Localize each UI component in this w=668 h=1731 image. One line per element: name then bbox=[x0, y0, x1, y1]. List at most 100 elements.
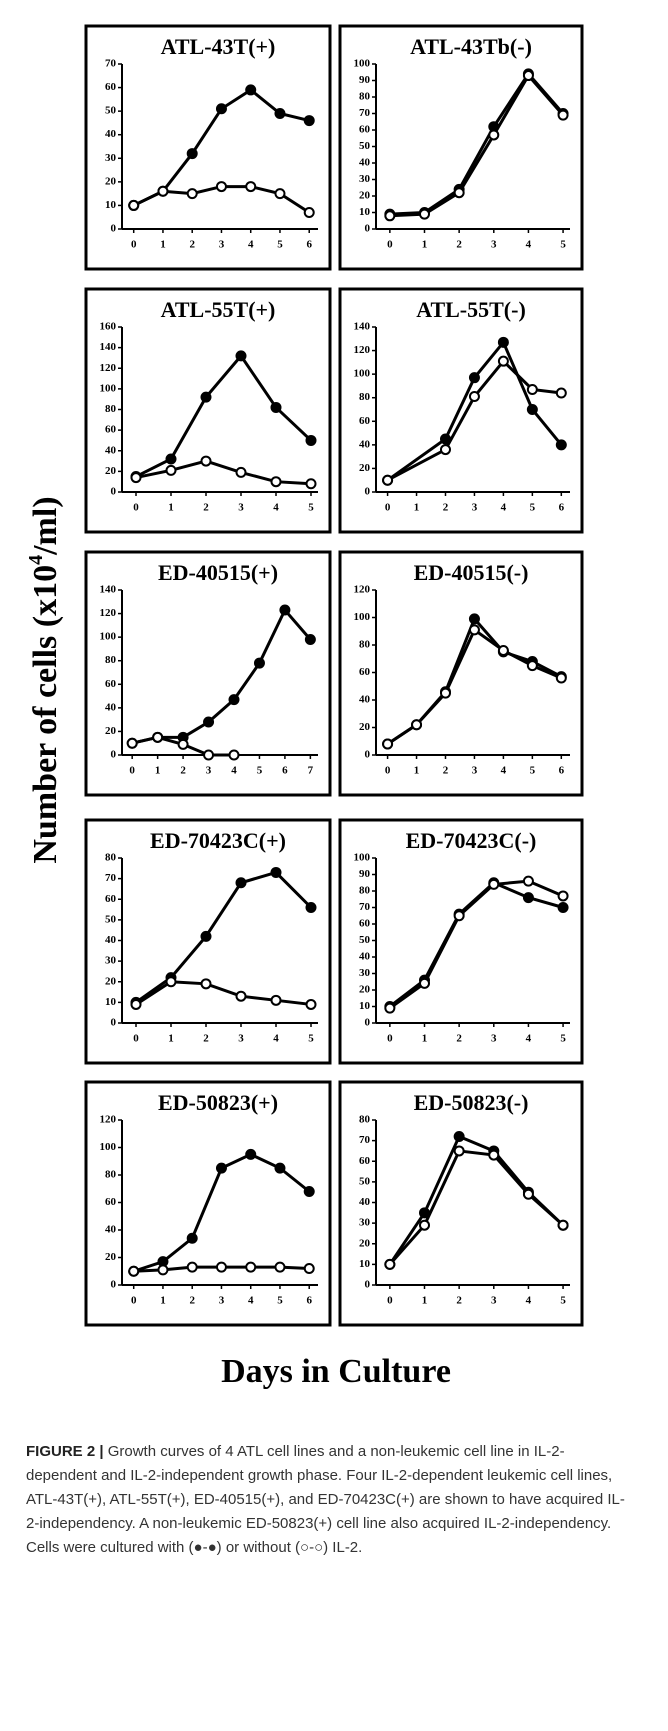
x-tick-label: 2 bbox=[456, 1033, 462, 1045]
y-tick-label: 50 bbox=[359, 934, 371, 946]
data-point bbox=[274, 1261, 286, 1273]
y-tick-label: 0 bbox=[111, 1279, 117, 1291]
y-tick-label: 120 bbox=[100, 362, 117, 374]
y-tick-label: 30 bbox=[105, 955, 117, 967]
x-tick-label: 5 bbox=[560, 239, 566, 251]
x-axis-title: Days in Culture bbox=[221, 1353, 451, 1390]
x-tick-label: 0 bbox=[131, 239, 137, 251]
y-tick-label: 0 bbox=[365, 486, 371, 498]
data-point bbox=[274, 108, 286, 119]
y-tick-label: 30 bbox=[359, 1217, 371, 1229]
x-tick-label: 4 bbox=[273, 502, 279, 514]
y-tick-label: 10 bbox=[105, 199, 117, 211]
data-point bbox=[165, 453, 177, 465]
x-tick-label: 3 bbox=[219, 239, 225, 251]
x-tick-label: 3 bbox=[219, 1295, 225, 1307]
y-tick-label: 30 bbox=[359, 173, 371, 185]
x-tick-label: 2 bbox=[203, 1033, 209, 1045]
y-tick-label: 20 bbox=[105, 175, 117, 187]
data-point bbox=[203, 749, 215, 761]
x-tick-label: 0 bbox=[131, 1295, 137, 1307]
data-point bbox=[419, 1207, 430, 1219]
figure: Number of cells (x104/ml) Days in Cultur… bbox=[25, 24, 584, 1390]
panel-frame bbox=[338, 287, 584, 534]
x-tick-label: 5 bbox=[257, 765, 263, 777]
data-point bbox=[200, 930, 212, 942]
data-point bbox=[411, 719, 423, 731]
x-tick-label: 5 bbox=[277, 239, 283, 251]
panel: ATL-55T(+) 0 20 40 60 80 100 120 140 160 0 1 2 3 4 5 bbox=[84, 287, 332, 534]
x-tick-label: 1 bbox=[168, 502, 174, 514]
x-tick-label: 2 bbox=[443, 765, 449, 777]
y-tick-label: 10 bbox=[359, 1258, 371, 1270]
panel: ED-70423C(-) 0 10 20 30 40 50 60 70 80 90 100 0 1 2 3 4 5 bbox=[338, 818, 584, 1065]
data-line bbox=[135, 870, 313, 1004]
data-point bbox=[270, 994, 282, 1006]
data-line bbox=[388, 879, 564, 1010]
data-point bbox=[165, 976, 177, 988]
data-point bbox=[488, 1149, 500, 1161]
y-tick-label: 80 bbox=[359, 639, 371, 651]
data-point bbox=[526, 660, 538, 672]
y-tick-label: 10 bbox=[105, 996, 117, 1008]
x-tick-label: 6 bbox=[306, 239, 312, 251]
y-tick-label: 70 bbox=[105, 58, 117, 70]
x-tick-label: 1 bbox=[422, 1295, 428, 1307]
data-point bbox=[235, 350, 247, 362]
x-tick-label: 3 bbox=[206, 765, 212, 777]
data-point bbox=[419, 208, 430, 220]
data-point bbox=[557, 1219, 569, 1231]
y-tick-label: 80 bbox=[105, 1169, 117, 1181]
data-point bbox=[228, 694, 240, 706]
x-tick-label: 3 bbox=[491, 1295, 497, 1307]
panel-title: ED-40515(+) bbox=[158, 560, 278, 585]
data-point bbox=[384, 1258, 396, 1270]
x-tick-label: 1 bbox=[422, 239, 428, 251]
panel: ED-40515(-) 0 20 40 60 80 100 120 0 1 2 3 4 5 6 bbox=[338, 550, 584, 797]
y-title-part: /ml) bbox=[27, 496, 64, 556]
y-tick-label: 100 bbox=[354, 611, 371, 623]
data-line bbox=[135, 353, 313, 478]
data-point bbox=[468, 372, 480, 384]
data-point bbox=[274, 188, 286, 200]
x-tick-label: 2 bbox=[456, 1295, 462, 1307]
data-point bbox=[215, 103, 227, 115]
panel-title: ED-40515(-) bbox=[414, 560, 529, 585]
x-tick-label: 3 bbox=[491, 1033, 497, 1045]
y-tick-label: 20 bbox=[105, 1251, 117, 1263]
y-tick-label: 50 bbox=[105, 105, 117, 117]
y-tick-label: 120 bbox=[100, 607, 117, 619]
x-tick-label: 6 bbox=[559, 765, 565, 777]
y-tick-label: 40 bbox=[105, 701, 117, 713]
y-tick-label: 70 bbox=[359, 107, 371, 119]
y-tick-label: 40 bbox=[105, 128, 117, 140]
y-tick-label: 70 bbox=[359, 901, 371, 913]
y-tick-label: 90 bbox=[359, 74, 371, 86]
y-tick-label: 140 bbox=[354, 321, 371, 333]
y-tick-label: 40 bbox=[359, 1196, 371, 1208]
data-point bbox=[270, 866, 282, 878]
y-tick-label: 20 bbox=[359, 190, 371, 202]
y-tick-label: 60 bbox=[105, 678, 117, 690]
y-tick-label: 120 bbox=[354, 584, 371, 596]
y-tick-label: 20 bbox=[359, 1237, 371, 1249]
data-point bbox=[177, 738, 189, 750]
data-point bbox=[557, 109, 569, 121]
x-tick-label: 3 bbox=[472, 765, 478, 777]
y-tick-label: 60 bbox=[105, 1196, 117, 1208]
x-tick-label: 6 bbox=[559, 502, 565, 514]
data-line bbox=[389, 72, 565, 218]
data-point bbox=[555, 439, 567, 451]
y-tick-label: 70 bbox=[359, 1134, 371, 1146]
y-tick-label: 20 bbox=[105, 725, 117, 737]
y-tick-label: 40 bbox=[105, 934, 117, 946]
x-tick-label: 5 bbox=[530, 502, 536, 514]
data-line bbox=[135, 459, 312, 486]
data-line bbox=[135, 980, 312, 1006]
data-point bbox=[128, 1265, 140, 1277]
y-tick-label: 10 bbox=[359, 206, 371, 218]
y-tick-label: 100 bbox=[100, 382, 117, 394]
panel-title: ATL-55T(-) bbox=[416, 297, 526, 322]
panel: ATL-43T(+) 0 10 20 30 40 50 60 70 0 1 2 3 4 5 6 bbox=[84, 24, 332, 271]
data-point bbox=[555, 672, 567, 684]
